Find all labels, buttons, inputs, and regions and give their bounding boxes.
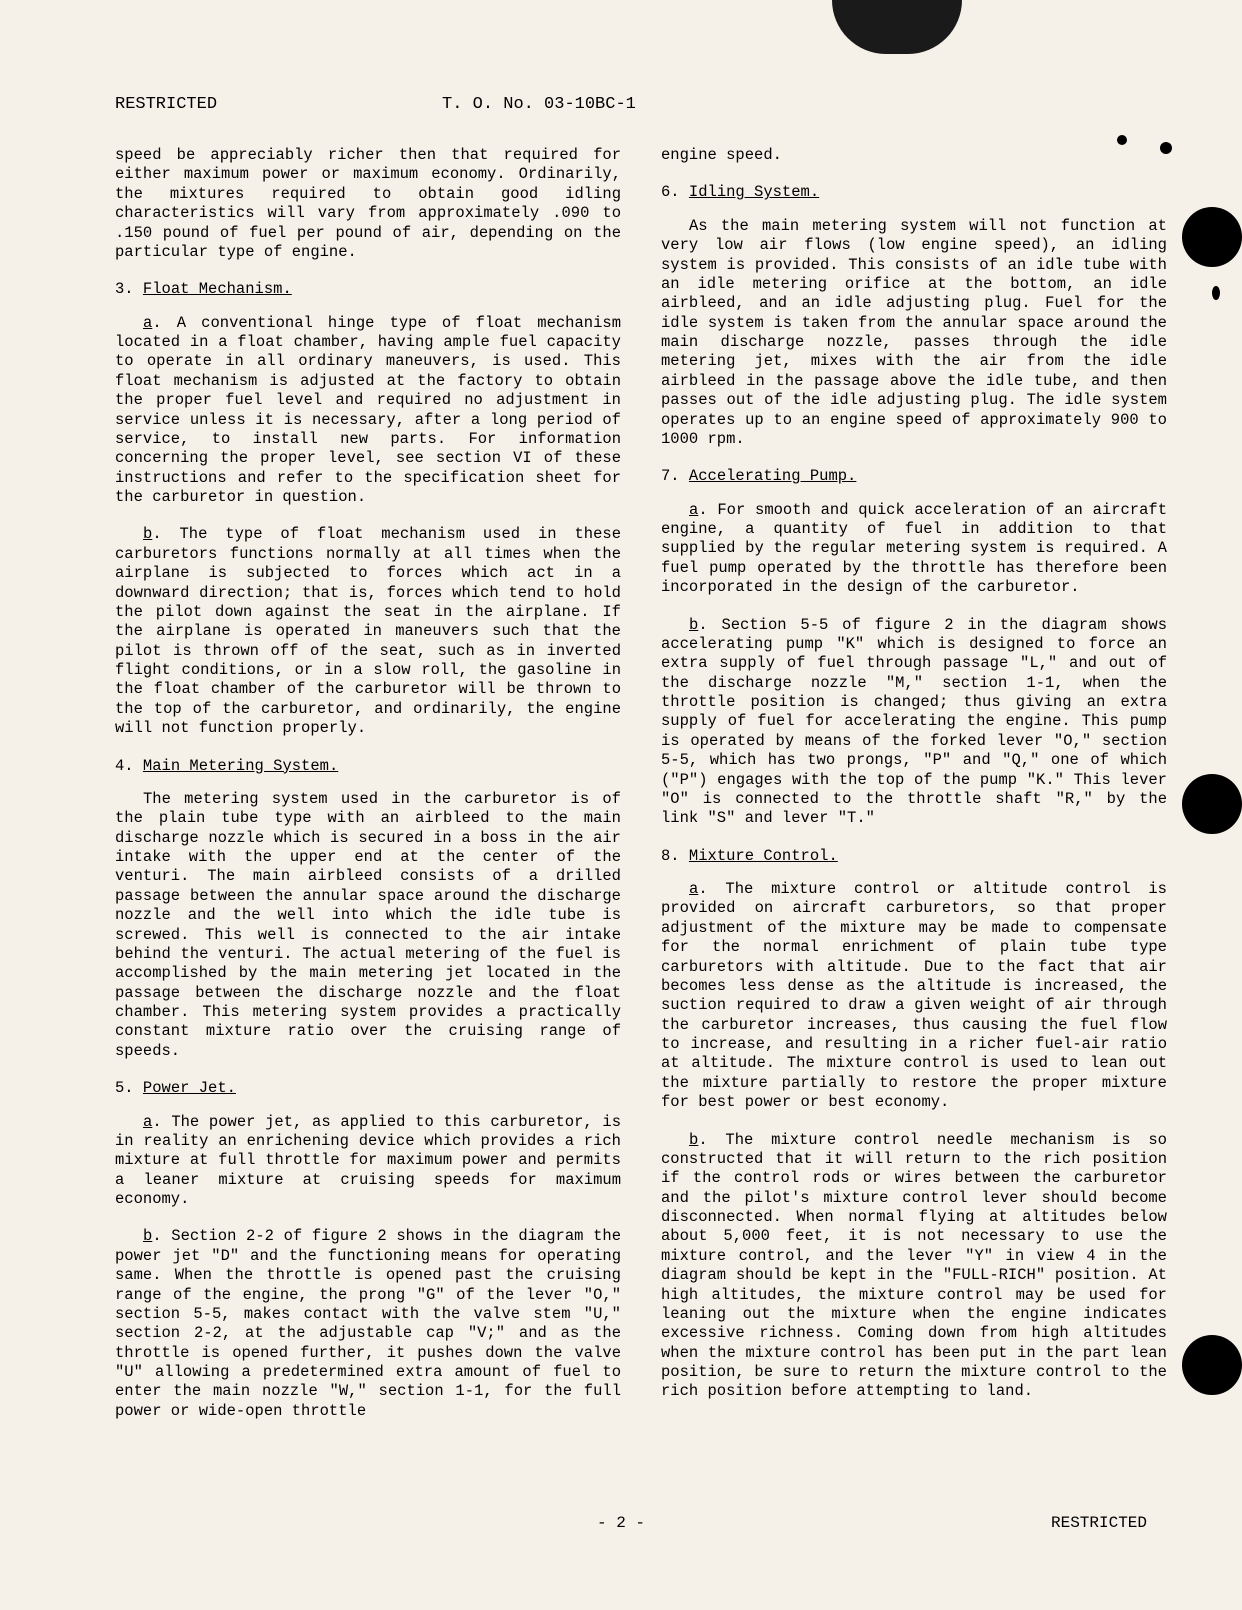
section-number: 7. [661,467,680,485]
section-heading-3: 3. Float Mechanism. [115,280,621,299]
paragraph-6: As the main metering system will not fun… [661,217,1167,450]
sub-letter: a [689,501,698,519]
paragraph-5b: b. Section 2-2 of figure 2 shows in the … [115,1227,621,1421]
paragraph-text: . The power jet, as applied to this carb… [115,1113,621,1209]
paragraph-text: . The mixture control or altitude contro… [661,880,1167,1111]
section-heading-5: 5. Power Jet. [115,1079,621,1098]
paragraph-7b: b. Section 5-5 of figure 2 in the diagra… [661,616,1167,829]
paragraph-3b: b. The type of float mechanism used in t… [115,525,621,738]
sub-letter: a [689,880,698,898]
classification-marking: RESTRICTED [115,95,217,114]
sub-letter: b [143,1227,152,1245]
paragraph-5a: a. The power jet, as applied to this car… [115,1113,621,1210]
section-title: Float Mechanism. [143,280,292,298]
section-number: 4. [115,757,134,775]
classification-footer: RESTRICTED [1051,1514,1147,1532]
section-heading-6: 6. Idling System. [661,183,1167,202]
section-number: 6. [661,183,680,201]
sub-letter: b [689,616,698,634]
sub-letter: a [143,314,152,332]
paragraph-7a: a. For smooth and quick acceleration of … [661,501,1167,598]
right-column: engine speed. 6. Idling System. As the m… [661,146,1167,1439]
document-page: RESTRICTED T. O. No. 03-10BC-1 speed be … [0,0,1242,1610]
paragraph-4: The metering system used in the carburet… [115,790,621,1061]
section-number: 8. [661,847,680,865]
paragraph-3a: a. A conventional hinge type of float me… [115,314,621,508]
paragraph-text: . The mixture control needle mechanism i… [661,1131,1167,1401]
section-heading-8: 8. Mixture Control. [661,847,1167,866]
paragraph-text: . The type of float mechanism used in th… [115,525,621,737]
paragraph-text: . A conventional hinge type of float mec… [115,314,621,506]
paragraph-text: . For smooth and quick acceleration of a… [661,501,1167,597]
section-title: Accelerating Pump. [689,467,856,485]
paragraph-continuation: speed be appreciably richer then that re… [115,146,621,262]
section-number: 3. [115,280,134,298]
section-title: Power Jet. [143,1079,236,1097]
section-title: Idling System. [689,183,819,201]
sub-letter: a [143,1113,152,1131]
paragraph-continuation: engine speed. [661,146,1167,165]
section-heading-7: 7. Accelerating Pump. [661,467,1167,486]
document-number: T. O. No. 03-10BC-1 [442,95,636,114]
paragraph-text: . Section 5-5 of figure 2 in the diagram… [661,616,1167,828]
paragraph-8b: b. The mixture control needle mechanism … [661,1131,1167,1402]
section-title: Main Metering System. [143,757,338,775]
section-heading-4: 4. Main Metering System. [115,757,621,776]
paragraph-text: . Section 2-2 of figure 2 shows in the d… [115,1227,621,1419]
paragraph-8a: a. The mixture control or altitude contr… [661,880,1167,1113]
text-columns: speed be appreciably richer then that re… [115,146,1167,1439]
sub-letter: b [689,1131,698,1149]
section-number: 5. [115,1079,134,1097]
page-header: RESTRICTED T. O. No. 03-10BC-1 [115,95,1167,114]
sub-letter: b [143,525,152,543]
left-column: speed be appreciably richer then that re… [115,146,621,1439]
page-number: - 2 - [597,1514,645,1532]
section-title: Mixture Control. [689,847,838,865]
